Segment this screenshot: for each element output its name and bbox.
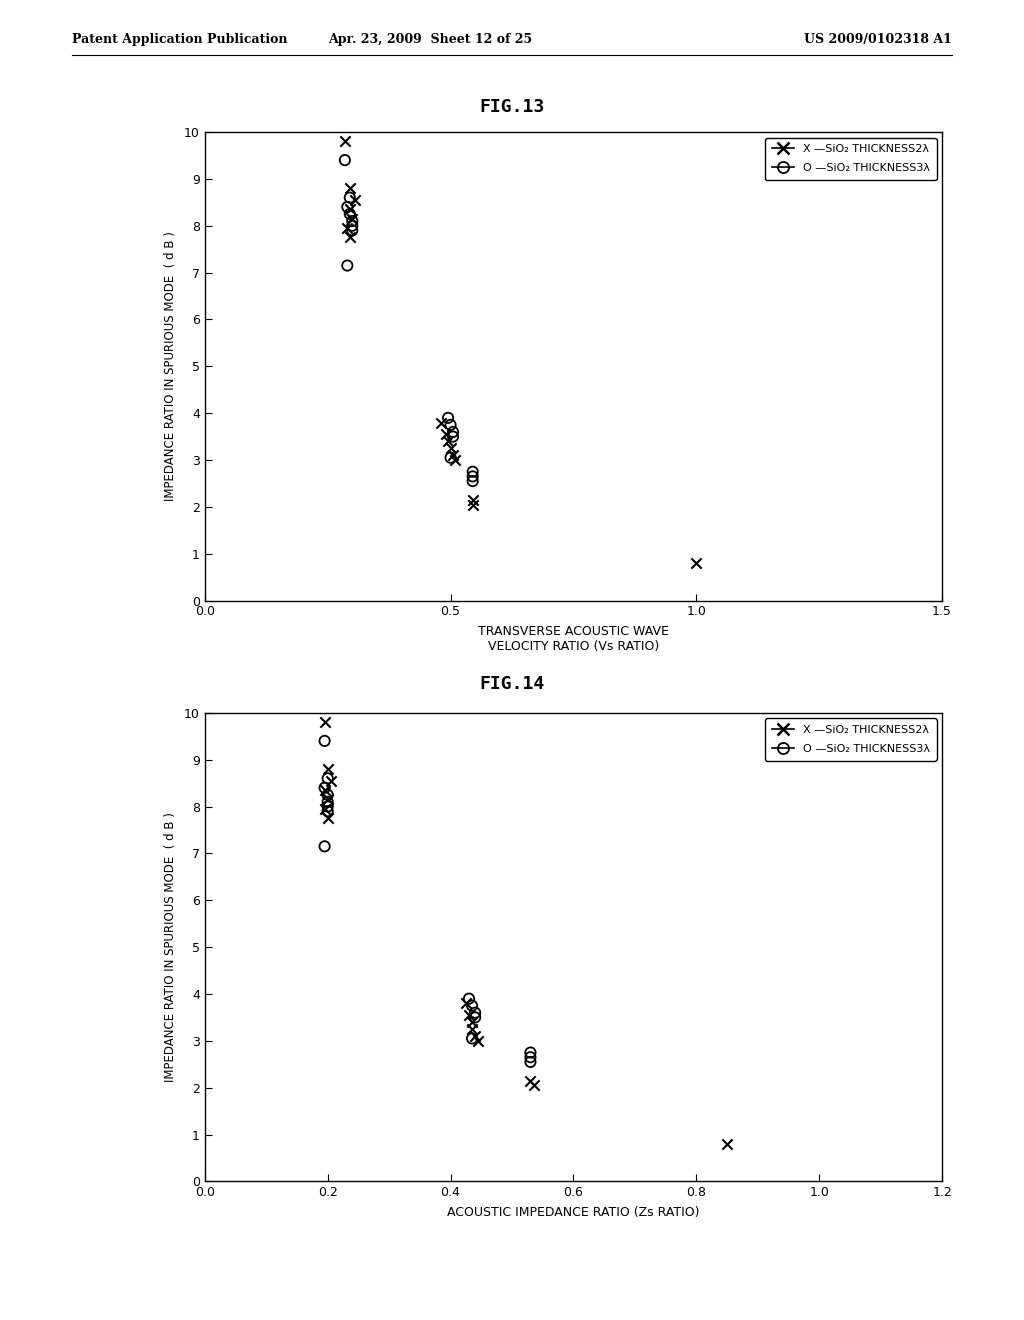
Point <box>467 1002 483 1023</box>
X-axis label: ACOUSTIC IMPEDANCE RATIO (Zs RATIO): ACOUSTIC IMPEDANCE RATIO (Zs RATIO) <box>447 1206 699 1220</box>
Point <box>465 466 481 487</box>
Point <box>467 1007 483 1028</box>
Point <box>470 1030 486 1051</box>
Point <box>522 1047 539 1068</box>
Point <box>442 447 459 469</box>
Point <box>337 131 353 152</box>
Point <box>465 470 481 491</box>
Point <box>444 445 461 466</box>
Point <box>344 210 360 231</box>
Point <box>342 178 358 199</box>
Point <box>342 227 358 248</box>
Point <box>465 461 481 482</box>
Point <box>432 412 449 433</box>
Point <box>319 768 336 789</box>
Point <box>465 490 481 511</box>
Point <box>440 408 457 429</box>
Point <box>316 799 333 820</box>
Point <box>342 203 358 224</box>
Point <box>316 836 333 857</box>
Point <box>442 414 459 436</box>
Point <box>316 730 333 751</box>
Point <box>316 711 333 733</box>
Point <box>346 189 362 210</box>
Point <box>522 1051 539 1072</box>
Point <box>444 426 461 447</box>
Point <box>323 770 339 791</box>
Point <box>465 494 481 515</box>
Point <box>447 449 464 471</box>
Point <box>719 1134 735 1155</box>
Point <box>319 759 336 780</box>
Point <box>319 791 336 812</box>
Y-axis label: IMPEDANCE RATIO IN SPURIOUS MODE  ( d B ): IMPEDANCE RATIO IN SPURIOUS MODE ( d B ) <box>164 231 177 502</box>
Text: FIG.14: FIG.14 <box>479 675 545 693</box>
Text: US 2009/0102318 A1: US 2009/0102318 A1 <box>805 33 952 46</box>
Point <box>344 220 360 242</box>
Point <box>688 553 705 574</box>
Point <box>342 199 358 220</box>
Point <box>467 1026 483 1047</box>
Point <box>522 1041 539 1063</box>
Point <box>337 149 353 170</box>
Point <box>464 995 480 1016</box>
Text: Patent Application Publication: Patent Application Publication <box>72 33 287 46</box>
Legend: X —SiO₂ THICKNESS2λ, O —SiO₂ THICKNESS3λ: X —SiO₂ THICKNESS2λ, O —SiO₂ THICKNESS3λ <box>765 718 937 760</box>
Point <box>464 1019 480 1040</box>
Point <box>525 1074 542 1096</box>
Point <box>461 1005 477 1026</box>
Point <box>319 796 336 817</box>
Point <box>319 784 336 805</box>
Point <box>339 197 355 218</box>
Text: Apr. 23, 2009  Sheet 12 of 25: Apr. 23, 2009 Sheet 12 of 25 <box>328 33 532 46</box>
Y-axis label: IMPEDANCE RATIO IN SPURIOUS MODE  ( d B ): IMPEDANCE RATIO IN SPURIOUS MODE ( d B ) <box>164 812 177 1082</box>
Point <box>344 215 360 236</box>
Point <box>461 989 477 1010</box>
Point <box>464 1028 480 1049</box>
Point <box>437 424 454 445</box>
Point <box>342 187 358 209</box>
Point <box>458 993 474 1014</box>
Point <box>344 209 360 230</box>
Text: FIG.13: FIG.13 <box>479 98 545 116</box>
Point <box>339 218 355 239</box>
Point <box>319 789 336 810</box>
Point <box>319 808 336 829</box>
Legend: X —SiO₂ THICKNESS2λ, O —SiO₂ THICKNESS3λ: X —SiO₂ THICKNESS2λ, O —SiO₂ THICKNESS3λ <box>765 137 937 180</box>
X-axis label: TRANSVERSE ACOUSTIC WAVE
VELOCITY RATIO (Vs RATIO): TRANSVERSE ACOUSTIC WAVE VELOCITY RATIO … <box>478 626 669 653</box>
Point <box>444 421 461 442</box>
Point <box>339 255 355 276</box>
Point <box>442 438 459 459</box>
Point <box>522 1071 539 1092</box>
Point <box>464 1011 480 1032</box>
Point <box>316 777 333 799</box>
Point <box>440 430 457 451</box>
Point <box>319 801 336 822</box>
Point <box>316 780 333 801</box>
